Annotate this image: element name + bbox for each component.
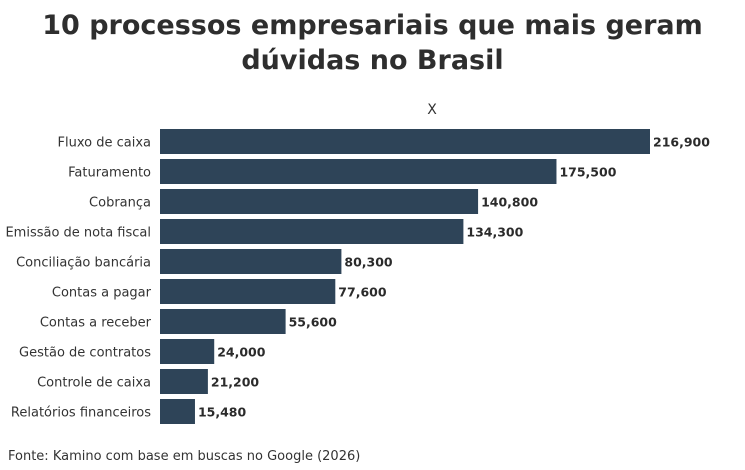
- bar: [160, 249, 342, 274]
- category-label: Faturamento: [68, 166, 151, 181]
- bar: [160, 309, 286, 334]
- category-label: Contas a receber: [40, 316, 152, 331]
- source-note: Fonte: Kamino com base em buscas no Goog…: [8, 449, 361, 464]
- bar: [160, 369, 208, 394]
- bar: [160, 279, 336, 304]
- bar: [160, 129, 650, 154]
- bar: [160, 159, 557, 184]
- bar-chart: X Fluxo de caixa 216,900 Faturamento 175,50…: [5, 102, 710, 424]
- category-label: Conciliação bancária: [16, 256, 151, 271]
- category-label: Gestão de contratos: [19, 346, 151, 361]
- bar: [160, 189, 479, 214]
- value-label: 24,000: [217, 345, 266, 360]
- category-label: Controle de caixa: [37, 376, 151, 391]
- value-label: 80,300: [344, 255, 393, 270]
- bar: [160, 339, 215, 364]
- x-axis-label: X: [427, 102, 437, 118]
- category-label: Contas a pagar: [52, 286, 152, 301]
- value-label: 216,900: [653, 135, 710, 150]
- value-label: 175,500: [559, 165, 616, 180]
- chart-title: 10 processos empresariais que mais geram…: [42, 10, 703, 76]
- value-label: 55,600: [289, 315, 338, 330]
- value-label: 77,600: [338, 285, 387, 300]
- bar: [160, 219, 464, 244]
- value-label: 15,480: [198, 405, 247, 420]
- category-label: Fluxo de caixa: [58, 136, 151, 151]
- value-label: 134,300: [466, 225, 523, 240]
- bars-group: Fluxo de caixa 216,900 Faturamento 175,500 C…: [5, 129, 710, 424]
- category-label: Emissão de nota fiscal: [5, 226, 151, 241]
- category-label: Cobrança: [89, 196, 151, 211]
- value-label: 140,800: [481, 195, 538, 210]
- bar: [160, 399, 195, 424]
- value-label: 21,200: [211, 375, 260, 390]
- category-label: Relatórios financeiros: [11, 406, 151, 421]
